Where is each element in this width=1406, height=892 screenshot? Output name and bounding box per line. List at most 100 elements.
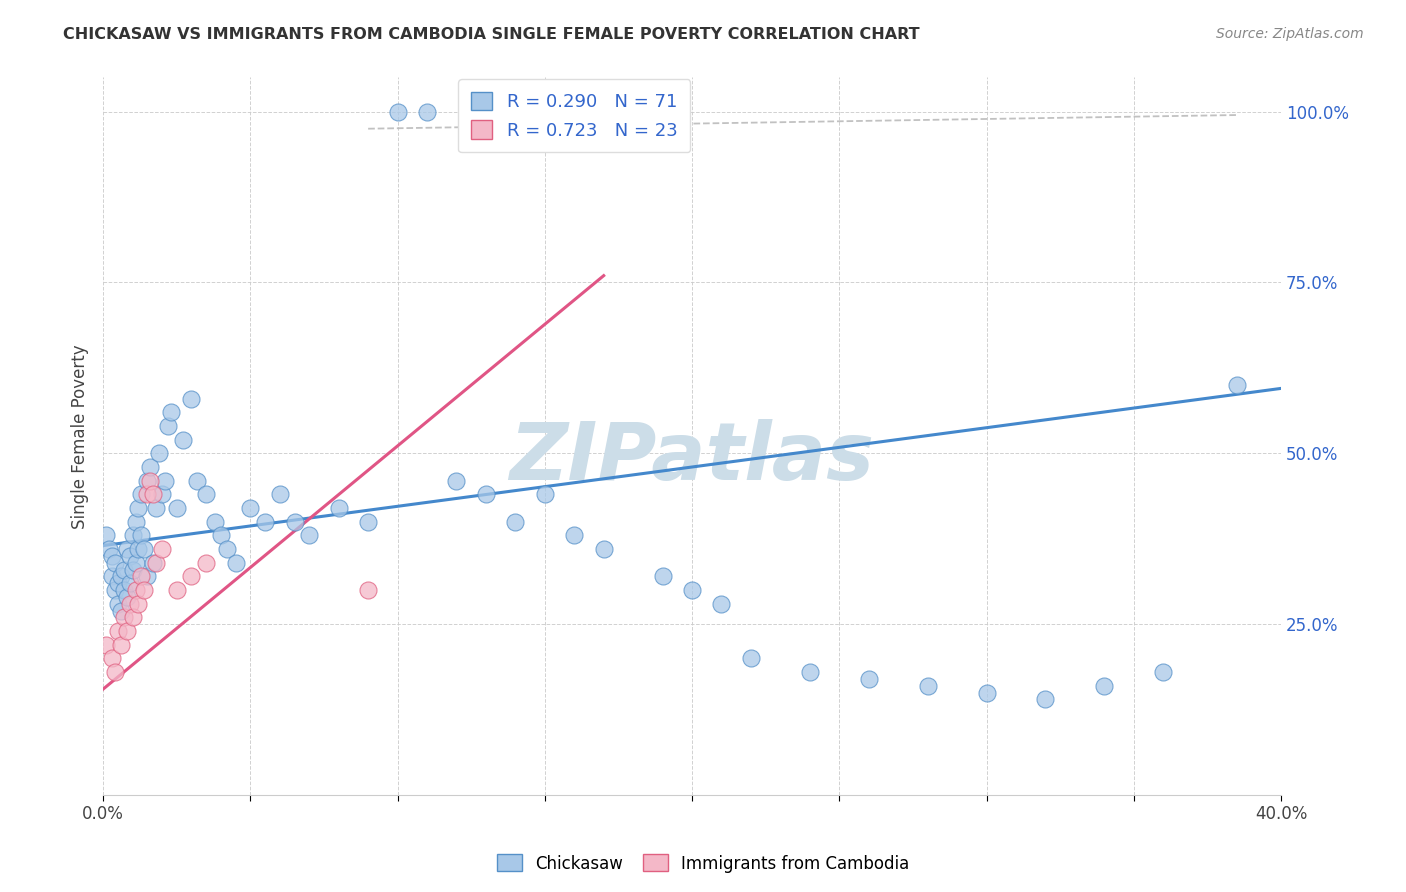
Point xyxy=(195,487,218,501)
Point xyxy=(578,104,600,119)
Point xyxy=(101,569,124,583)
Point xyxy=(239,501,262,516)
Point xyxy=(150,541,173,556)
Point xyxy=(121,528,143,542)
Legend: Chickasaw, Immigrants from Cambodia: Chickasaw, Immigrants from Cambodia xyxy=(489,847,917,880)
Point xyxy=(127,501,149,516)
Point xyxy=(1092,679,1115,693)
Point xyxy=(131,487,153,501)
Point xyxy=(533,487,555,501)
Point xyxy=(94,528,117,542)
Point xyxy=(112,582,135,597)
Point xyxy=(1226,378,1249,392)
Point xyxy=(118,549,141,563)
Point xyxy=(357,515,380,529)
Point xyxy=(112,610,135,624)
Point xyxy=(115,624,138,638)
Point xyxy=(139,460,162,475)
Point xyxy=(475,487,498,501)
Point xyxy=(118,576,141,591)
Point xyxy=(107,576,129,591)
Point xyxy=(387,104,409,119)
Point xyxy=(186,474,208,488)
Point xyxy=(180,569,202,583)
Point xyxy=(124,515,146,529)
Point xyxy=(592,541,614,556)
Point xyxy=(104,556,127,570)
Point xyxy=(107,624,129,638)
Point xyxy=(110,569,132,583)
Legend: R = 0.290   N = 71, R = 0.723   N = 23: R = 0.290 N = 71, R = 0.723 N = 23 xyxy=(458,79,690,153)
Point xyxy=(505,515,527,529)
Point xyxy=(94,638,117,652)
Point xyxy=(195,556,218,570)
Point xyxy=(225,556,247,570)
Point xyxy=(145,556,167,570)
Point xyxy=(917,679,939,693)
Point xyxy=(215,541,238,556)
Point xyxy=(112,562,135,576)
Point xyxy=(172,433,194,447)
Point xyxy=(156,419,179,434)
Point xyxy=(1035,692,1057,706)
Point xyxy=(115,590,138,604)
Point xyxy=(118,597,141,611)
Point xyxy=(124,556,146,570)
Point xyxy=(107,597,129,611)
Point xyxy=(254,515,277,529)
Point xyxy=(283,515,305,529)
Point xyxy=(799,665,821,679)
Point xyxy=(976,685,998,699)
Point xyxy=(136,487,159,501)
Point xyxy=(740,651,762,665)
Point xyxy=(127,541,149,556)
Text: ZIPatlas: ZIPatlas xyxy=(509,418,875,497)
Point xyxy=(858,672,880,686)
Point xyxy=(101,549,124,563)
Point xyxy=(124,582,146,597)
Point xyxy=(166,501,188,516)
Point xyxy=(681,582,703,597)
Point xyxy=(131,569,153,583)
Point xyxy=(142,556,165,570)
Point xyxy=(104,582,127,597)
Point xyxy=(127,597,149,611)
Point xyxy=(710,597,733,611)
Point xyxy=(160,405,183,419)
Point xyxy=(180,392,202,406)
Point xyxy=(142,487,165,501)
Point xyxy=(148,446,170,460)
Point xyxy=(328,501,350,516)
Point xyxy=(98,541,121,556)
Point xyxy=(269,487,291,501)
Point xyxy=(209,528,232,542)
Y-axis label: Single Female Poverty: Single Female Poverty xyxy=(72,344,89,529)
Text: Source: ZipAtlas.com: Source: ZipAtlas.com xyxy=(1216,27,1364,41)
Point xyxy=(562,528,585,542)
Point xyxy=(121,562,143,576)
Point xyxy=(115,541,138,556)
Point xyxy=(204,515,226,529)
Point xyxy=(357,582,380,597)
Point xyxy=(150,487,173,501)
Point xyxy=(110,603,132,617)
Point xyxy=(446,474,468,488)
Point xyxy=(145,501,167,516)
Text: CHICKASAW VS IMMIGRANTS FROM CAMBODIA SINGLE FEMALE POVERTY CORRELATION CHART: CHICKASAW VS IMMIGRANTS FROM CAMBODIA SI… xyxy=(63,27,920,42)
Point xyxy=(166,582,188,597)
Point xyxy=(110,638,132,652)
Point xyxy=(134,582,156,597)
Point xyxy=(139,474,162,488)
Point xyxy=(416,104,439,119)
Point xyxy=(153,474,176,488)
Point xyxy=(131,528,153,542)
Point xyxy=(651,569,673,583)
Point xyxy=(104,665,127,679)
Point xyxy=(1152,665,1174,679)
Point xyxy=(121,610,143,624)
Point xyxy=(101,651,124,665)
Point xyxy=(298,528,321,542)
Point xyxy=(136,474,159,488)
Point xyxy=(136,569,159,583)
Point xyxy=(134,541,156,556)
